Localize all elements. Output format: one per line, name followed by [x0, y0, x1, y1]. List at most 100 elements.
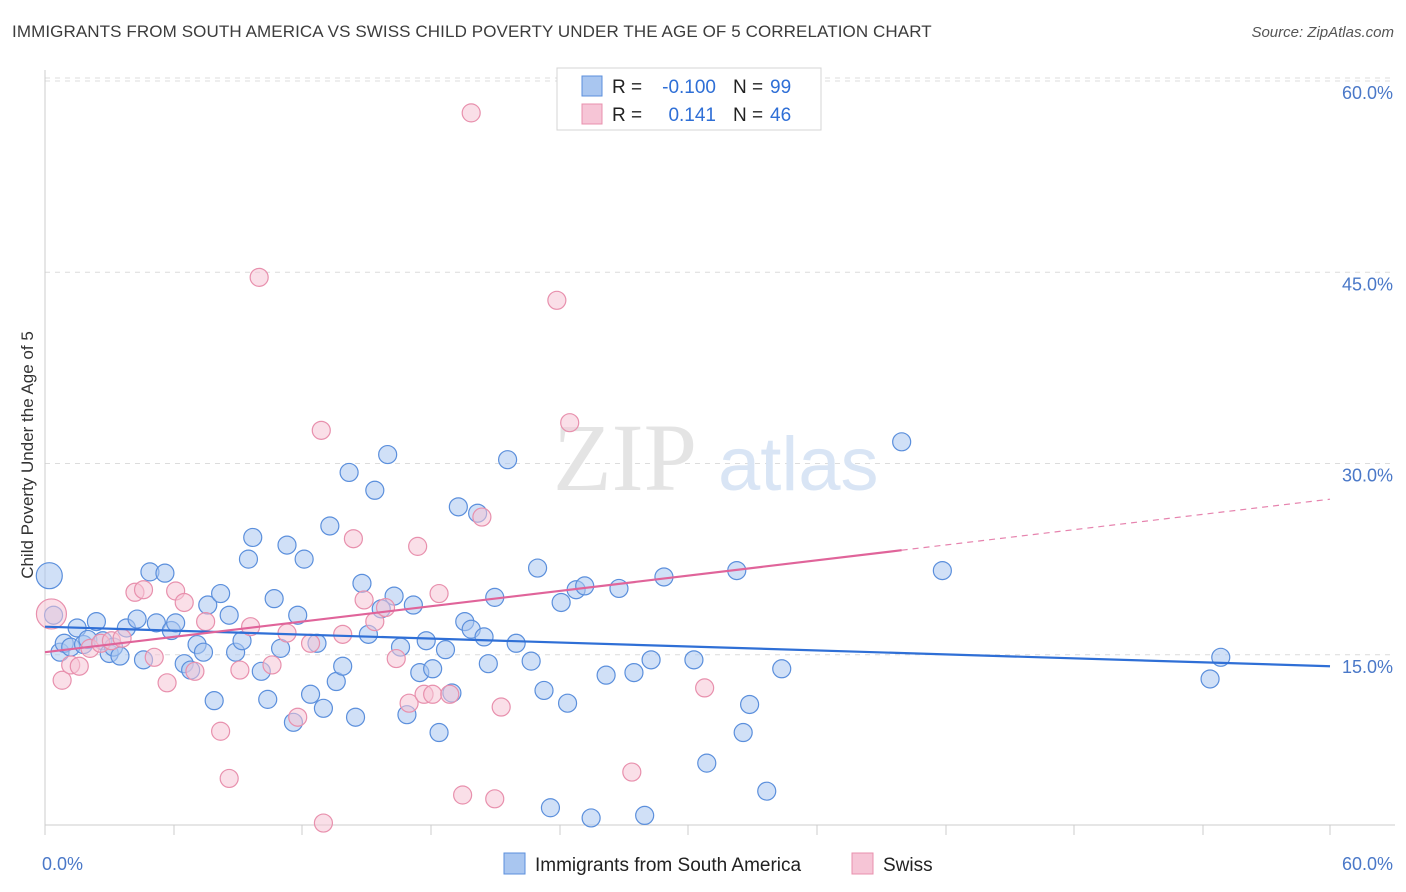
trend-line-swiss [44, 549, 902, 654]
data-point-immigrants [378, 444, 398, 465]
x-tick-label: 0.0% [42, 854, 83, 874]
data-point-swiss [69, 656, 89, 676]
data-point-swiss [313, 813, 334, 833]
data-point-immigrants [211, 583, 231, 604]
data-point-immigrants [435, 640, 456, 660]
data-point-immigrants [345, 707, 366, 727]
data-point-swiss [133, 580, 154, 600]
data-point-swiss [547, 290, 567, 310]
data-point-immigrants [300, 684, 321, 704]
legend-r-value: -0.100 [662, 77, 716, 98]
data-point-immigrants [892, 432, 912, 452]
data-point-swiss [288, 707, 308, 727]
data-point-immigrants [1200, 669, 1220, 689]
data-point-swiss [354, 590, 374, 610]
data-point-immigrants [313, 698, 334, 718]
data-point-immigrants [193, 642, 214, 662]
data-point-swiss [453, 785, 473, 805]
data-point-immigrants [740, 694, 760, 715]
data-point-immigrants [757, 781, 777, 801]
data-point-immigrants [320, 516, 340, 536]
data-point-immigrants [932, 560, 952, 581]
trend-line-immigrants [44, 625, 1331, 668]
data-point-immigrants [155, 563, 175, 583]
data-point-immigrants [423, 659, 443, 679]
legend-r-label: R = [612, 77, 642, 98]
data-point-immigrants [288, 605, 308, 625]
x-tick-label: 60.0% [1342, 854, 1393, 874]
data-point-immigrants [540, 798, 561, 818]
data-point-immigrants [204, 691, 224, 711]
data-point-immigrants [581, 808, 601, 828]
data-point-swiss [174, 592, 194, 613]
data-point-swiss [408, 536, 428, 556]
data-point-immigrants [772, 659, 792, 679]
series-legend-label-swiss: Swiss [883, 855, 933, 876]
data-point-swiss [560, 413, 580, 433]
watermark-atlas: atlas [718, 422, 879, 507]
data-point-immigrants [127, 609, 147, 629]
legend-swatch-blue [581, 75, 603, 97]
legend-n-value: 46 [770, 105, 791, 126]
legend-r-value: 0.141 [668, 105, 716, 126]
data-point-immigrants [365, 480, 385, 500]
series-legend-swatch-pink [851, 852, 874, 875]
data-point-swiss [230, 660, 250, 680]
series-legend: Immigrants from South America Swiss [503, 852, 933, 876]
data-point-swiss [249, 267, 269, 287]
data-point-immigrants [294, 549, 314, 569]
data-point-swiss [622, 762, 642, 782]
source-credit: Source: ZipAtlas.com [1251, 24, 1394, 41]
data-point-immigrants [478, 654, 498, 674]
data-point-swiss [144, 647, 164, 667]
data-point-swiss [333, 624, 353, 644]
data-point-immigrants [219, 605, 239, 625]
data-point-immigrants [264, 589, 284, 609]
trend-lines [44, 498, 1331, 668]
data-point-immigrants [403, 595, 423, 615]
axes [44, 70, 1395, 835]
data-point-immigrants [474, 627, 494, 647]
chart-title: IMMIGRANTS FROM SOUTH AMERICA VS SWISS C… [12, 22, 932, 41]
data-point-swiss [472, 507, 492, 527]
data-point-swiss [300, 633, 321, 653]
data-point-immigrants [166, 613, 186, 633]
y-tick-label: 30.0% [1342, 466, 1393, 486]
legend-r-label: R = [612, 105, 642, 126]
y-tick-labels: 15.0% 30.0% 45.0% 60.0% [1342, 83, 1393, 677]
legend-n-label: N = [733, 77, 763, 98]
data-point-swiss [375, 597, 396, 618]
data-point-swiss [399, 693, 419, 713]
data-point-swiss [157, 673, 177, 693]
data-point-immigrants [277, 535, 297, 555]
data-point-immigrants [448, 497, 468, 517]
data-point-immigrants [624, 662, 644, 683]
data-point-swiss [695, 678, 715, 698]
data-point-immigrants [498, 450, 518, 470]
trend-line-swiss-extension [901, 498, 1331, 551]
data-point-immigrants [534, 680, 554, 701]
data-point-immigrants [697, 753, 717, 773]
data-point-immigrants [733, 722, 753, 743]
y-tick-label: 60.0% [1342, 83, 1393, 103]
data-point-swiss [386, 648, 406, 669]
data-point-immigrants [557, 693, 578, 713]
data-point-swiss [185, 661, 205, 681]
series-legend-label-immigrants: Immigrants from South America [535, 855, 802, 876]
data-point-swiss [491, 697, 511, 717]
watermark: ZIP atlas [553, 404, 879, 511]
data-point-immigrants [429, 722, 449, 743]
data-point-immigrants [35, 562, 63, 590]
data-point-swiss [423, 684, 443, 704]
data-point-swiss [219, 768, 239, 789]
data-point-swiss [343, 529, 363, 549]
data-point-immigrants [641, 650, 661, 670]
data-point-swiss [461, 103, 481, 123]
data-point-immigrants [339, 462, 359, 483]
data-point-immigrants [258, 689, 278, 709]
data-point-immigrants [352, 573, 372, 593]
y-axis-label: Child Poverty Under the Age of 5 [18, 331, 37, 579]
x-tick-labels: 0.0% 60.0% [42, 854, 1393, 874]
data-point-immigrants [527, 558, 548, 578]
data-point-swiss [196, 611, 216, 632]
